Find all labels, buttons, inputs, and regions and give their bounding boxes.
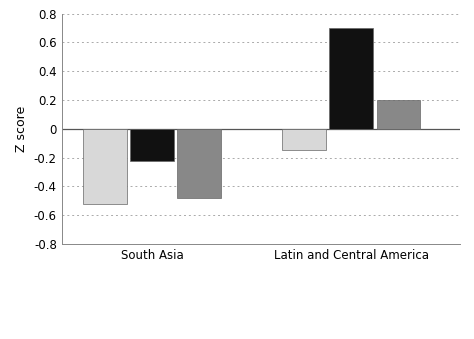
Bar — [83, 129, 127, 204]
Bar — [329, 28, 373, 129]
Bar — [376, 100, 420, 129]
Bar — [283, 129, 326, 151]
Bar — [130, 129, 174, 160]
Bar — [177, 129, 221, 198]
Y-axis label: Z score: Z score — [15, 106, 28, 152]
